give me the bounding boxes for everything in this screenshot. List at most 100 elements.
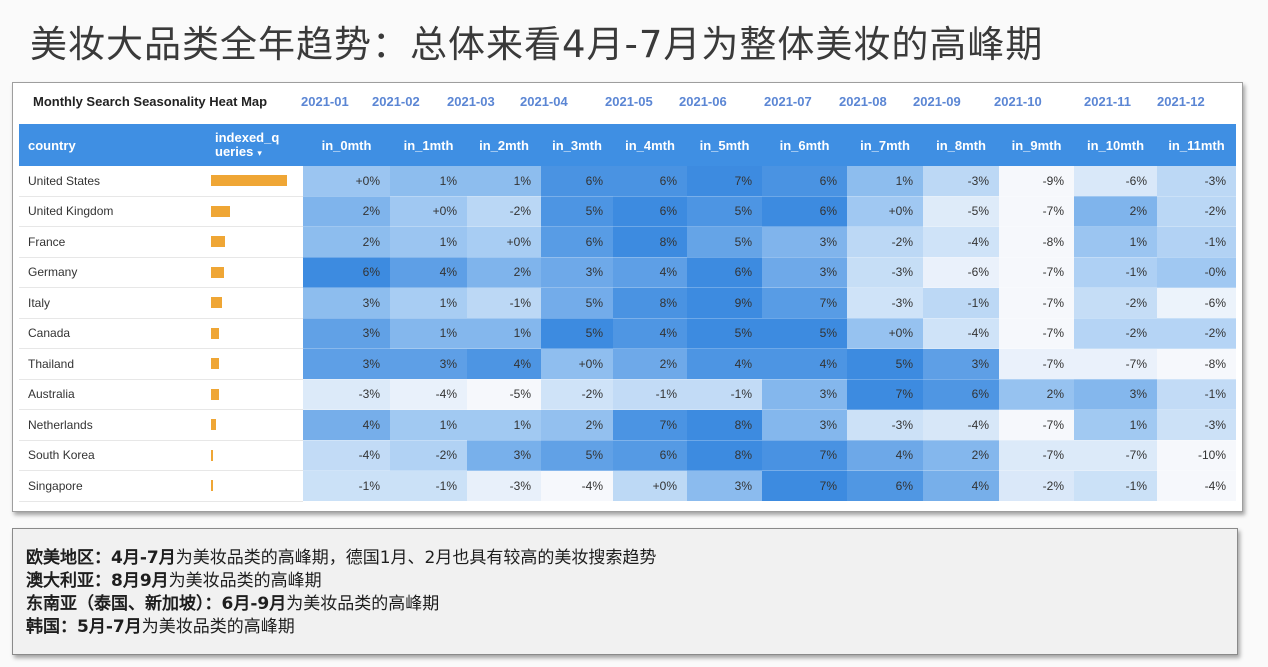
column-header-in-9mth[interactable]: in_9mth (999, 124, 1074, 166)
heat-cell: 1% (390, 287, 467, 319)
heat-cell: 7% (762, 470, 847, 502)
heat-cell: 2% (1074, 196, 1157, 227)
heat-cell: 8% (687, 409, 762, 441)
heat-cell: +0% (390, 196, 467, 227)
table-row: Australia -3% -4% -5% -2% -1% -1% 3% 7% 6% 2% 3% -1% (19, 379, 1236, 410)
note-region-label: 澳大利亚： (26, 571, 111, 591)
indexed-queries-bar (211, 205, 230, 217)
heat-cell: 1% (1074, 226, 1157, 258)
column-header-in-11mth[interactable]: in_11mth (1157, 124, 1236, 166)
column-header-in-10mth[interactable]: in_10mth (1074, 124, 1157, 166)
heat-cell: 8% (687, 440, 762, 471)
heat-cell: 3% (923, 348, 999, 380)
heat-cell: 1% (467, 409, 541, 441)
heat-cell: -7% (999, 348, 1074, 380)
heat-cell: 7% (687, 166, 762, 197)
indexed-queries-bar (211, 449, 213, 461)
column-header-in-8mth[interactable]: in_8mth (923, 124, 999, 166)
heat-cell: -7% (999, 409, 1074, 441)
heat-cell: -2% (541, 379, 613, 410)
page-title: 美妆大品类全年趋势：总体来看4月-7月为整体美妆的高峰期 (30, 23, 1044, 66)
heat-cell: -10% (1157, 440, 1236, 471)
country-cell: Germany (19, 257, 211, 288)
heat-cell: -7% (999, 440, 1074, 471)
heat-cell: 1% (1074, 409, 1157, 441)
heat-cell: +0% (613, 470, 687, 502)
heat-cell: 3% (762, 226, 847, 258)
column-header-in-3mth[interactable]: in_3mth (541, 124, 613, 166)
heat-cell: 4% (847, 440, 923, 471)
heat-cell: -4% (541, 470, 613, 502)
column-header-in-0mth[interactable]: in_0mth (303, 124, 390, 166)
heat-cell: 3% (467, 440, 541, 471)
note-line: 澳大利亚：8月9月为美妆品类的高峰期 (26, 566, 322, 591)
heat-cell: 8% (613, 226, 687, 258)
note-region-label: 韩国： (26, 617, 77, 637)
month-label: 2021-11 (1084, 94, 1131, 109)
heat-cell: 8% (613, 287, 687, 319)
month-label: 2021-10 (994, 94, 1042, 109)
heat-cell: -0% (1157, 257, 1236, 288)
chart-title: Monthly Search Seasonality Heat Map (33, 94, 268, 109)
column-header-in-7mth[interactable]: in_7mth (847, 124, 923, 166)
column-header-country[interactable]: country (19, 124, 211, 166)
indexed-queries-bar (211, 175, 287, 187)
heat-cell: 4% (303, 409, 390, 441)
column-header-in-2mth[interactable]: in_2mth (467, 124, 541, 166)
indexed-queries-cell (211, 226, 303, 258)
heat-cell: -9% (999, 166, 1074, 197)
heat-cell: 1% (390, 226, 467, 258)
column-header-in-5mth[interactable]: in_5mth (687, 124, 762, 166)
column-header-indexed-queries[interactable]: indexed_q ueries ▾ (211, 124, 303, 166)
heat-cell: 7% (762, 440, 847, 471)
heat-cell: 5% (687, 226, 762, 258)
column-header-in-4mth[interactable]: in_4mth (613, 124, 687, 166)
heat-cell: 7% (762, 287, 847, 319)
heat-cell: +0% (847, 196, 923, 227)
heat-cell: -3% (847, 257, 923, 288)
country-cell: France (19, 226, 211, 258)
heat-cell: +0% (541, 348, 613, 380)
heat-cell: 5% (687, 196, 762, 227)
heat-cell: 3% (762, 409, 847, 441)
heat-cell: -3% (303, 379, 390, 410)
heat-cell: 6% (541, 166, 613, 197)
indexed-queries-cell (211, 470, 303, 502)
heat-cell: -3% (847, 409, 923, 441)
heat-cell: -4% (923, 226, 999, 258)
month-label: 2021-12 (1157, 94, 1205, 109)
heat-cell: 5% (541, 440, 613, 471)
column-header-in-6mth[interactable]: in_6mth (762, 124, 847, 166)
note-peak-months: 8月9月 (111, 571, 169, 591)
heat-cell: 2% (923, 440, 999, 471)
heat-cell: 6% (613, 196, 687, 227)
indexed-queries-cell (211, 348, 303, 380)
table-row: Singapore -1% -1% -3% -4% +0% 3% 7% 6% 4% -2% -1% -4… (19, 470, 1236, 502)
heat-cell: 2% (613, 348, 687, 380)
note-line: 东南亚（泰国、新加坡）：6月-9月为美妆品类的高峰期 (26, 589, 439, 614)
heat-cell: 2% (467, 257, 541, 288)
heat-cell: 9% (687, 287, 762, 319)
heat-cell: -6% (923, 257, 999, 288)
heat-cell: -1% (613, 379, 687, 410)
note-peak-months: 4月-7月 (111, 548, 176, 568)
sort-desc-icon[interactable]: ▾ (257, 147, 262, 158)
heat-cell: -1% (1074, 470, 1157, 502)
heat-cell: -1% (687, 379, 762, 410)
heat-cell: +0% (303, 166, 390, 197)
month-label: 2021-08 (839, 94, 887, 109)
column-header-in-1mth[interactable]: in_1mth (390, 124, 467, 166)
month-label: 2021-09 (913, 94, 961, 109)
heat-cell: -8% (999, 226, 1074, 258)
heat-cell: -4% (923, 318, 999, 349)
heat-cell: -7% (999, 318, 1074, 349)
month-label: 2021-06 (679, 94, 727, 109)
heat-cell: 4% (762, 348, 847, 380)
heat-cell: 3% (1074, 379, 1157, 410)
heat-cell: 2% (303, 226, 390, 258)
heat-cell: -4% (390, 379, 467, 410)
heat-cell: 4% (613, 257, 687, 288)
note-peak-months: 6月-9月 (221, 594, 287, 614)
heat-cell: 5% (687, 318, 762, 349)
country-cell: Italy (19, 287, 211, 319)
